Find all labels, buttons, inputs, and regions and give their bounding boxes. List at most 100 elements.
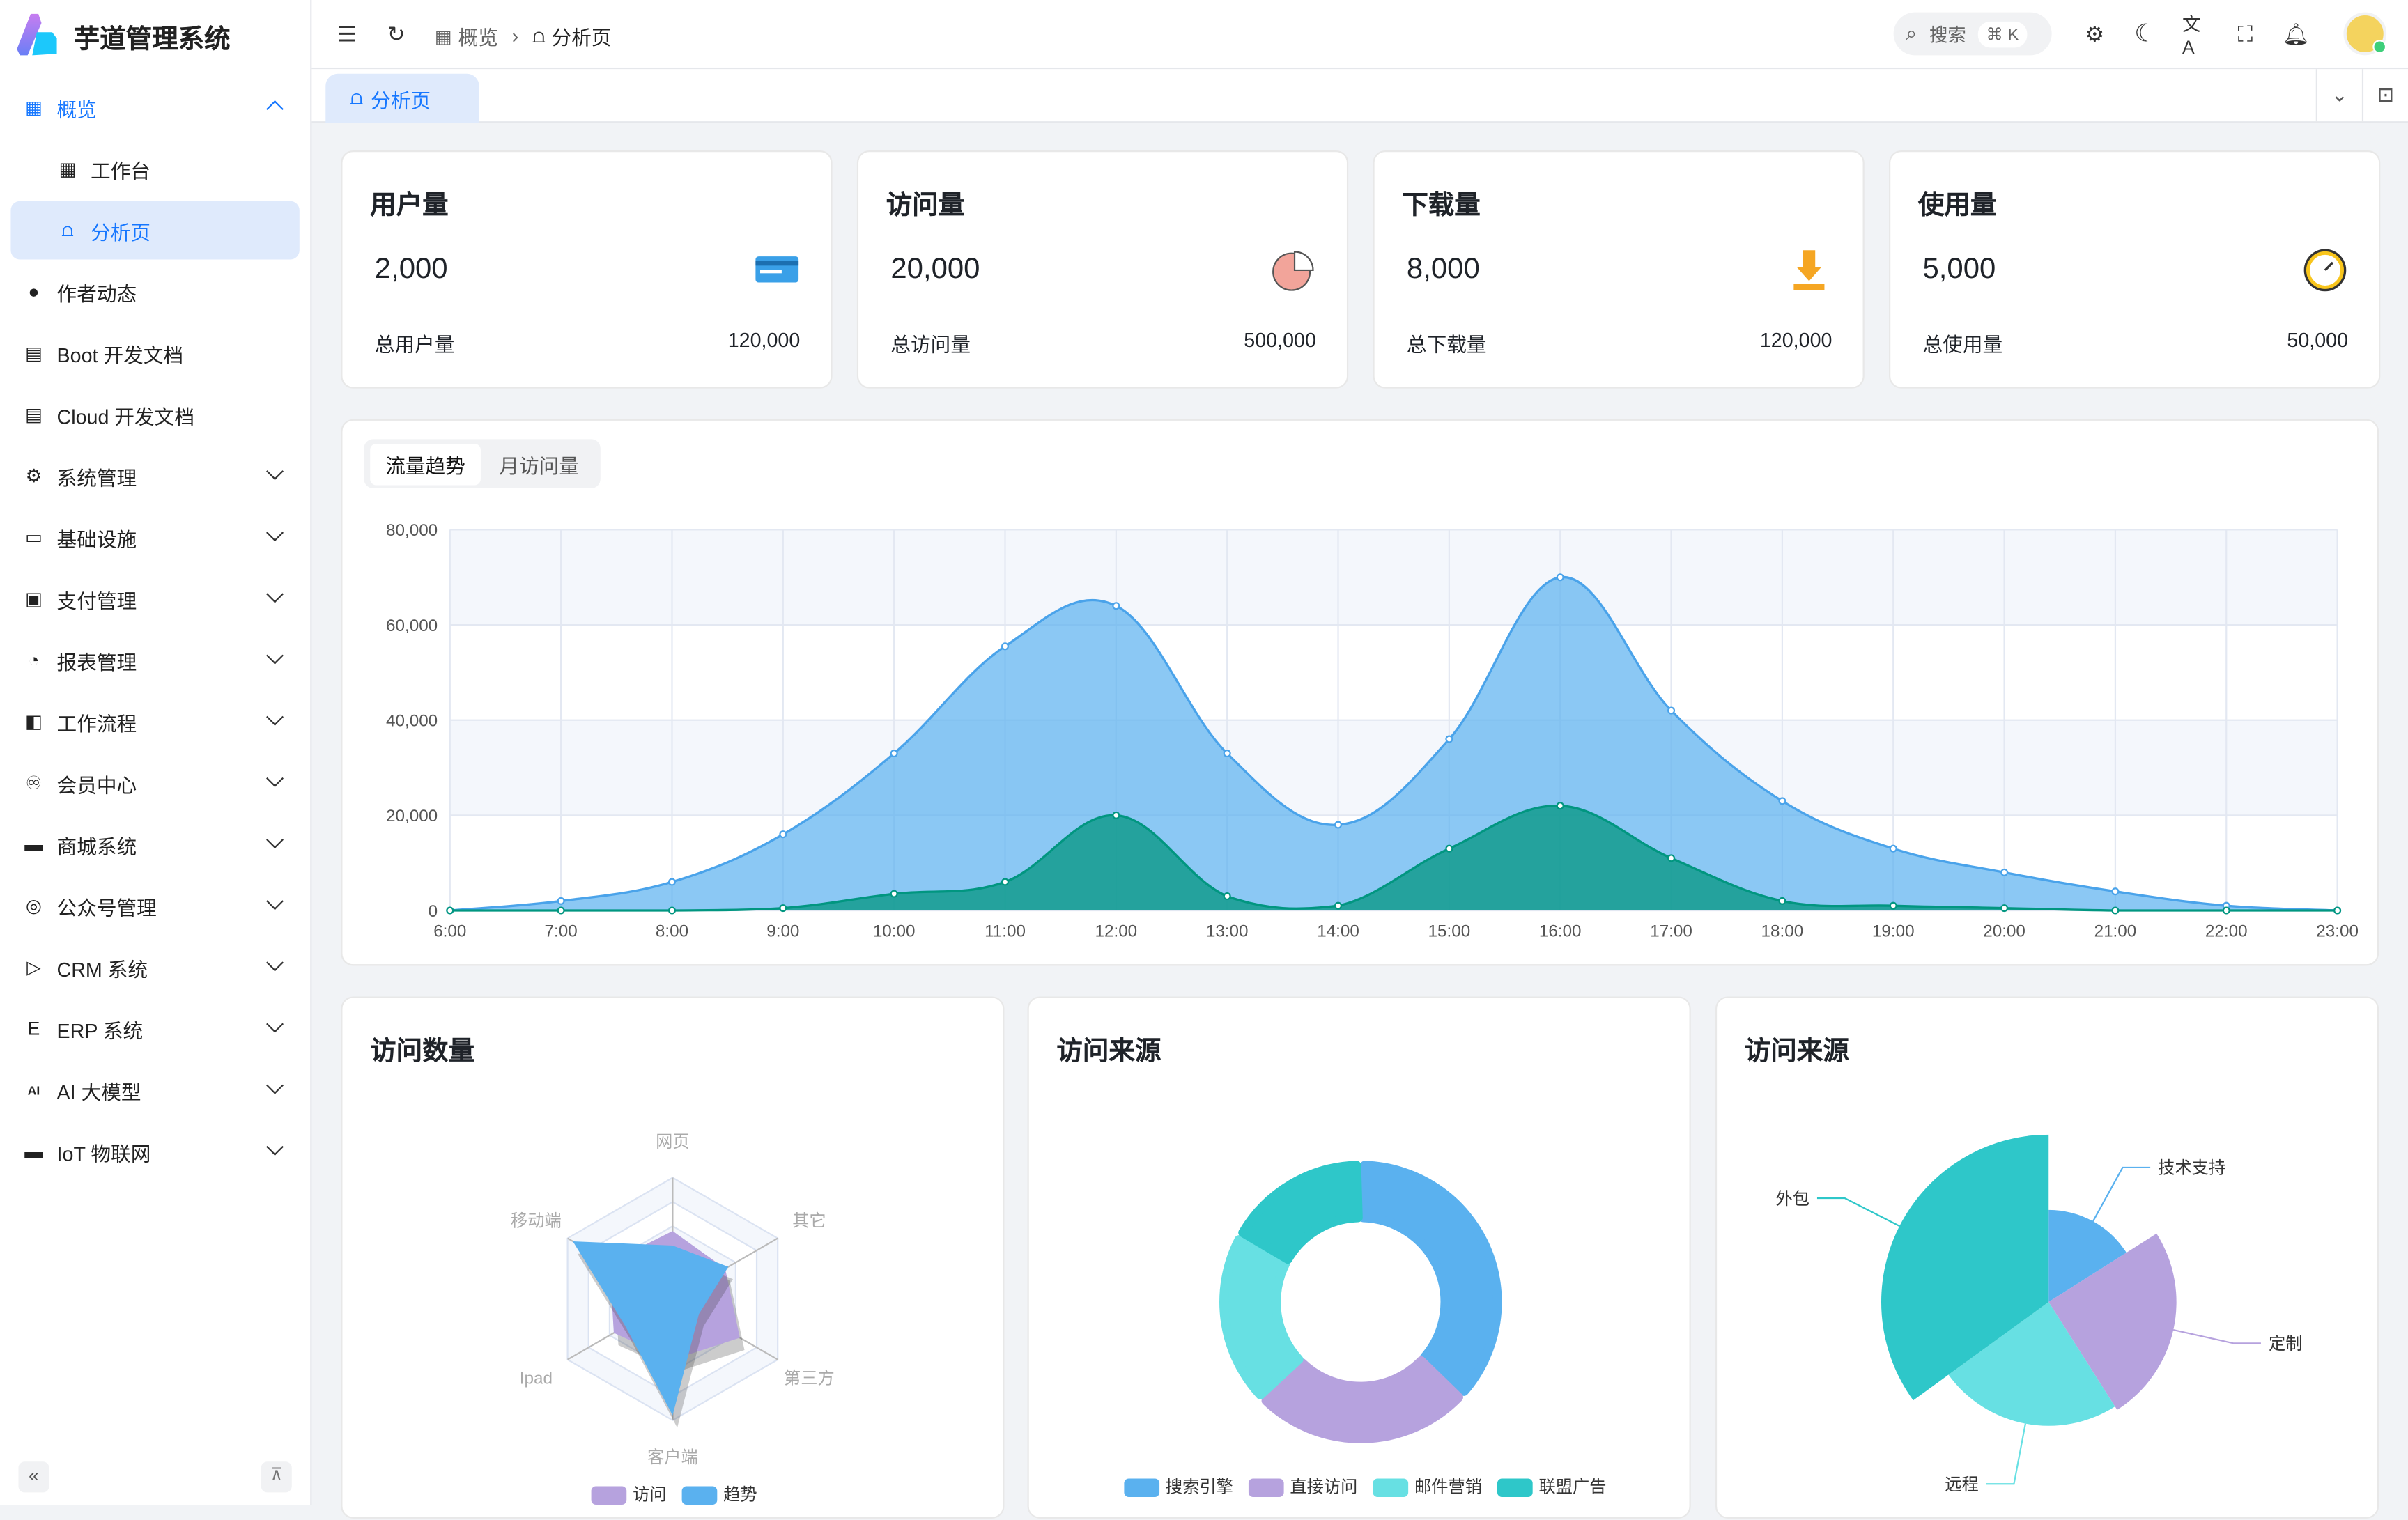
sidebar-item[interactable]: ● 作者动态 [10,263,299,321]
x-tick-label: 14:00 [1317,922,1359,940]
breadcrumb-item[interactable]: 分析页 [551,26,612,49]
data-point[interactable] [2222,906,2230,915]
data-point[interactable] [1889,901,1897,910]
maximize-content-button[interactable]: ⊡ [2361,69,2408,122]
data-point[interactable] [557,897,565,905]
donut-slice[interactable] [1358,1161,1502,1396]
download-icon [1793,250,1825,290]
data-point[interactable] [667,906,676,915]
data-point[interactable] [2111,906,2120,915]
legend-item[interactable]: 邮件营销 [1373,1474,1482,1498]
data-point[interactable] [446,906,454,915]
sidebar-item[interactable]: ▤ Cloud 开发文档 [10,385,299,444]
donut-slice[interactable] [1261,1356,1463,1443]
stat-value: 20,000 [890,253,980,286]
data-point[interactable] [1334,901,1343,910]
sidebar-item[interactable]: ▦ 工作台 [10,140,299,199]
sidebar-item-label: AI 大模型 [56,1080,141,1103]
data-point[interactable] [1778,797,1786,805]
rose-slice[interactable] [1881,1134,2049,1401]
refresh-icon[interactable]: ↻ [387,20,406,46]
sidebar-item[interactable]: ▷ CRM 系统 [10,938,299,997]
data-point[interactable] [1112,811,1120,819]
gear-icon[interactable]: ⚙ [2085,20,2105,46]
data-point[interactable] [1001,878,1010,886]
payment-icon: ▣ [24,588,43,610]
avatar[interactable] [2343,12,2387,56]
x-tick-label: 9:00 [766,922,799,940]
radar-series-area[interactable] [573,1241,729,1416]
data-point[interactable] [1556,573,1564,582]
card-title: 访问数量 [370,1036,475,1066]
tab-analysis[interactable]: ⩍ 分析页 [325,73,479,123]
data-point[interactable] [779,904,787,913]
menu-toggle-icon[interactable]: ☰ [337,20,357,46]
legend-item[interactable]: 直接访问 [1248,1474,1357,1498]
rose-slice[interactable] [1948,1302,2115,1426]
donut-chart [1219,1161,1502,1443]
data-point[interactable] [1112,602,1120,610]
data-point[interactable] [890,750,898,758]
data-point[interactable] [2111,887,2120,896]
donut-slice[interactable] [1238,1161,1363,1264]
sidebar-item[interactable]: ▬ 商城系统 [10,815,299,874]
data-point[interactable] [2333,906,2342,915]
legend-item[interactable]: 趋势 [681,1482,757,1506]
data-point[interactable] [2000,868,2009,876]
fullscreen-icon[interactable]: ⛶ [2237,20,2253,46]
crm-icon: ▷ [26,956,41,978]
sidebar-item[interactable]: E ERP 系统 [10,1000,299,1058]
tab-traffic-trend[interactable]: 流量趋势 [370,442,481,485]
search-icon: ⌕ [1906,21,1917,45]
sidebar-item[interactable]: ⚙ 系统管理 [10,447,299,505]
pin-sidebar-button[interactable]: ⊼ [261,1461,292,1493]
sidebar-item[interactable]: ▣ 支付管理 [10,570,299,628]
sidebar-item[interactable]: ▭ 基础设施 [10,509,299,567]
x-tick-label: 17:00 [1650,922,1692,940]
sidebar-item[interactable]: ◎ 公众号管理 [10,877,299,936]
data-point[interactable] [1445,844,1453,853]
tab-monthly-visits[interactable]: 月访问量 [499,453,580,477]
data-point[interactable] [1223,750,1231,758]
chevron-down-icon [266,585,284,603]
sidebar-item-label: CRM 系统 [56,957,148,981]
data-point[interactable] [1667,706,1676,715]
collapse-sidebar-button[interactable]: « [18,1461,49,1493]
data-point[interactable] [1667,854,1676,862]
trend-chart: 0 20,000 40,000 60,000 80,000 6:00 7:00 8:00 9:0… [386,521,2359,940]
sidebar-item[interactable]: ◔ 报表管理 [10,631,299,690]
data-point[interactable] [1334,821,1343,829]
translate-icon[interactable]: 文A [2182,13,2201,58]
sidebar-item[interactable]: ◧ 工作流程 [10,692,299,751]
user-icon: ● [28,281,40,303]
data-point[interactable] [1889,844,1897,853]
sidebar-item[interactable]: ⩍ 分析页 [10,201,300,260]
data-point[interactable] [1445,735,1453,743]
sidebar-item[interactable]: ▤ Boot 开发文档 [10,324,299,382]
moon-icon[interactable]: ☾ [2134,21,2156,48]
data-point[interactable] [1556,802,1564,810]
search-input[interactable]: ⌕ 搜索 ⌘ K [1893,12,2052,56]
tabs-more-button[interactable]: ⌄ [2315,69,2362,122]
sidebar-item[interactable]: ♾ 会员中心 [10,754,299,812]
legend-item[interactable]: 访问 [591,1482,667,1506]
bell-icon[interactable]: 🔔︎ [2282,20,2310,46]
sidebar-item[interactable]: AI AI 大模型 [10,1061,299,1119]
data-point[interactable] [1001,642,1010,651]
data-point[interactable] [890,890,898,898]
data-point[interactable] [557,906,565,915]
sidebar-item[interactable]: ▬ IoT 物联网 [10,1122,299,1181]
rose-slice[interactable] [2048,1233,2177,1410]
donut-slice[interactable] [1219,1235,1304,1400]
rose-slice[interactable] [2048,1209,2127,1303]
breadcrumb-item[interactable]: 概览 [458,26,498,49]
data-point[interactable] [779,830,787,839]
chevron-down-icon [266,708,284,726]
sidebar-item[interactable]: ▦ 概览 [10,78,299,137]
legend-item[interactable]: 联盟广告 [1497,1474,1606,1498]
data-point[interactable] [667,878,676,886]
data-point[interactable] [1778,897,1786,905]
data-point[interactable] [2000,904,2009,913]
data-point[interactable] [1223,892,1231,901]
legend-item[interactable]: 搜索引擎 [1124,1474,1233,1498]
